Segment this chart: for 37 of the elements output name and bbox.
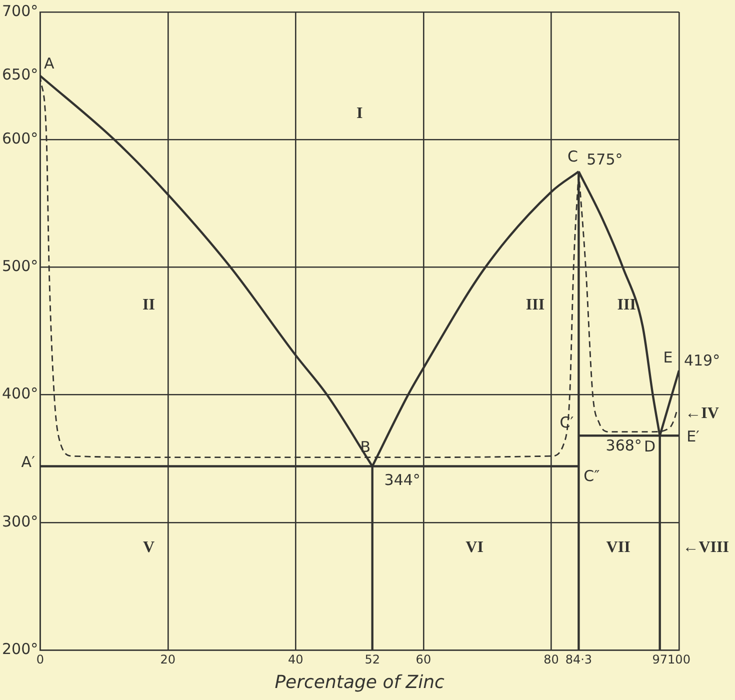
annotation: I — [356, 105, 363, 122]
annotation: II — [142, 296, 155, 314]
text: ←VIII — [682, 539, 729, 556]
annotation: VI — [466, 539, 484, 556]
y-tick-label: 400° — [2, 384, 38, 403]
x-tick-label: 80 — [544, 652, 559, 666]
y-tick-label: 300° — [2, 512, 38, 530]
annotation: C — [567, 147, 578, 166]
x-tick-label: 20 — [160, 652, 176, 666]
y-tick-label: 650° — [2, 66, 38, 84]
x-tick-label: 40 — [288, 652, 304, 666]
annotation: D — [644, 438, 656, 456]
x-tick-label: 0 — [36, 652, 44, 666]
x-tick-label: 60 — [416, 652, 432, 666]
y-tick-label: 500° — [2, 257, 38, 276]
annotation: C″ — [584, 467, 600, 486]
annotation: III — [526, 296, 545, 314]
x-tick-label: 97 — [652, 652, 668, 666]
y-tick-label: 600° — [2, 129, 38, 148]
annotation: 419° — [684, 351, 720, 370]
y-tick-label: 700° — [2, 2, 38, 20]
annotation: E — [663, 348, 673, 366]
text: ←IV — [685, 405, 720, 422]
annotation: A′ — [21, 453, 36, 472]
x-axis-title: Percentage of Zinc — [274, 672, 445, 693]
y-tick-label: 200° — [2, 640, 38, 658]
annotation: E′ — [686, 428, 700, 446]
annotation: 368° — [606, 436, 642, 455]
annotation: VII — [606, 539, 630, 556]
x-tick-label: 84·3 — [565, 652, 592, 666]
x-tick-label: 100 — [668, 652, 690, 666]
x-tick-label: 52 — [364, 652, 380, 666]
annotation: 344° — [384, 471, 420, 490]
annotation: V — [142, 539, 155, 556]
annotation: III — [617, 296, 636, 314]
annotation: 575° — [586, 150, 623, 168]
annotation: A — [44, 54, 55, 73]
